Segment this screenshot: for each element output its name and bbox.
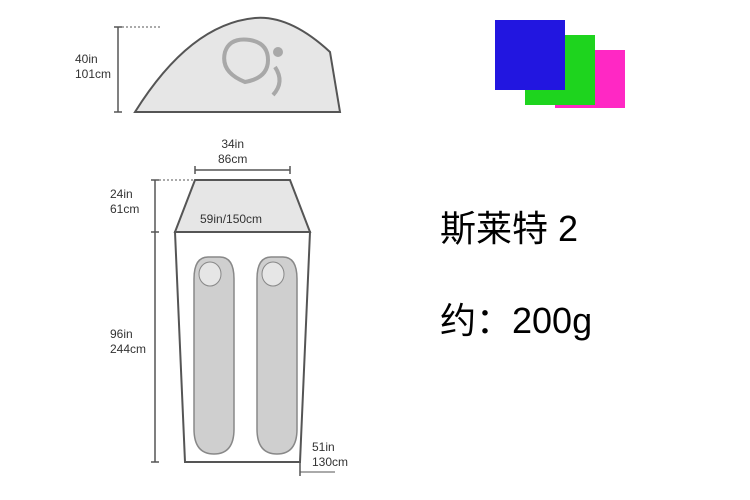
dim-inner-width-label: 59in/150cm: [200, 212, 262, 227]
dim-floor-length-in: 96in: [110, 327, 133, 341]
dim-vest-depth-cm: 61cm: [110, 202, 139, 216]
diagram-area: 40in 101cm: [80, 12, 400, 482]
model-name: 斯莱特 2: [440, 200, 690, 252]
dim-floor-width-cm: 130cm: [312, 455, 348, 469]
sleeping-bag-right: [257, 257, 297, 454]
dim-height-cm: 101cm: [75, 67, 111, 81]
dim-vest-width-label: 34in 86cm: [218, 137, 247, 167]
weight-text: 约：200g: [440, 292, 690, 344]
dim-height-in: 40in: [75, 52, 98, 66]
tent-profile: [135, 18, 340, 112]
dim-floor-length-label: 96in 244cm: [110, 327, 146, 357]
dim-floor-width-in: 51in: [312, 440, 335, 454]
root: 40in 101cm: [0, 0, 750, 500]
tent-side-elevation: 40in 101cm: [80, 12, 360, 122]
sleeping-bag-left: [194, 257, 234, 454]
dim-vest-width-in: 34in: [221, 137, 244, 151]
top-view-svg: [100, 152, 380, 482]
dim-vest-depth-label: 24in 61cm: [110, 187, 139, 217]
color-swatches: [495, 20, 635, 115]
swatch-blue: [495, 20, 565, 90]
person-head: [273, 47, 283, 57]
tent-floor-plan: 34in 86cm 24in 61cm 59in/150cm 96in 244c…: [100, 152, 380, 472]
dim-inner-width-text: 59in/150cm: [200, 212, 262, 226]
dim-floor-width-label: 51in 130cm: [312, 440, 348, 470]
dim-floor-length-cm: 244cm: [110, 342, 146, 356]
side-view-svg: [80, 12, 360, 130]
dim-vest-depth-in: 24in: [110, 187, 133, 201]
dim-vest-width-cm: 86cm: [218, 152, 247, 166]
dim-height-label: 40in 101cm: [75, 52, 111, 82]
product-text: 斯莱特 2 约：200g: [440, 200, 690, 344]
